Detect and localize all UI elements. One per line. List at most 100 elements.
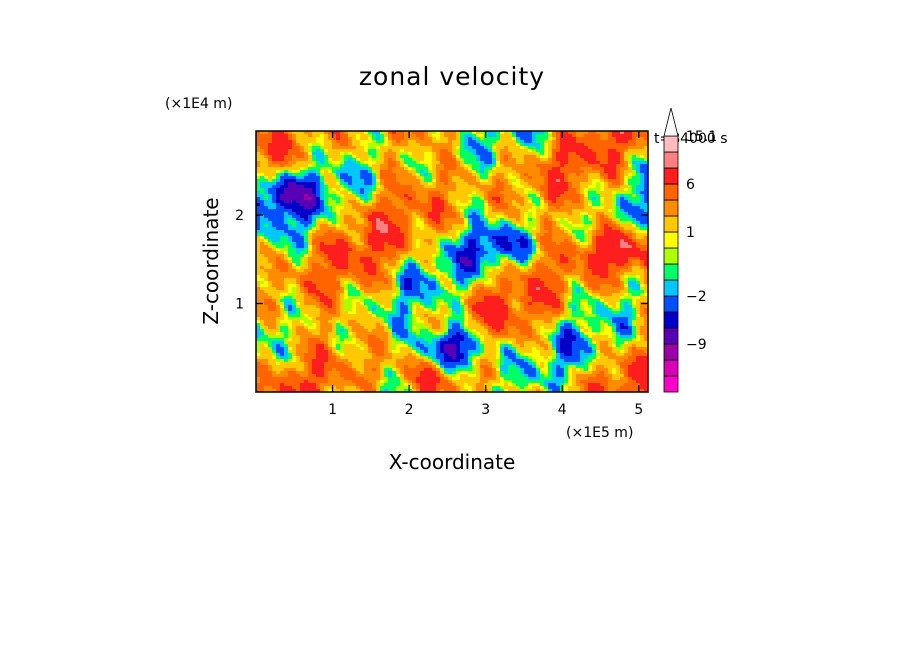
field-cell — [404, 263, 409, 267]
field-cell — [300, 149, 305, 153]
field-cell — [584, 215, 589, 219]
field-cell — [380, 149, 385, 153]
field-cell — [616, 137, 621, 141]
field-cell — [348, 269, 353, 273]
field-cell — [424, 149, 429, 153]
field-cell — [416, 164, 421, 168]
field-cell — [556, 179, 561, 183]
field-cell — [292, 257, 297, 261]
field-cell — [556, 221, 561, 225]
field-cell — [468, 179, 473, 183]
field-cell — [444, 131, 449, 135]
field-cell — [616, 182, 621, 186]
field-cell — [624, 194, 629, 198]
field-cell — [368, 185, 373, 189]
field-cell — [580, 230, 585, 234]
field-cell — [412, 215, 417, 219]
field-cell — [296, 233, 301, 237]
field-cell — [576, 221, 581, 225]
field-cell — [492, 275, 497, 279]
field-cell — [464, 146, 469, 150]
field-cell — [348, 161, 353, 165]
field-cell — [604, 185, 609, 189]
field-cell — [504, 131, 509, 135]
field-cell — [396, 275, 401, 279]
field-cell — [436, 221, 441, 225]
field-cell — [280, 278, 285, 282]
field-cell — [512, 164, 517, 168]
field-cell — [328, 197, 333, 201]
field-cell — [364, 227, 369, 231]
field-cell — [384, 236, 389, 240]
field-cell — [288, 239, 293, 243]
field-cell — [420, 197, 425, 201]
field-cell — [420, 158, 425, 162]
field-cell — [480, 155, 485, 159]
field-cell — [368, 233, 373, 237]
field-cell — [308, 170, 313, 174]
field-cell — [292, 239, 297, 243]
field-cell — [544, 254, 549, 258]
field-cell — [624, 197, 629, 201]
field-cell — [616, 227, 621, 231]
field-cell — [320, 239, 325, 243]
field-cell — [588, 245, 593, 249]
field-cell — [480, 236, 485, 240]
field-cell — [608, 272, 613, 276]
field-cell — [524, 146, 529, 150]
field-cell — [576, 200, 581, 204]
field-cell — [500, 185, 505, 189]
field-cell — [540, 176, 545, 180]
field-cell — [256, 248, 261, 252]
field-cell — [388, 149, 393, 153]
field-cell — [628, 239, 633, 243]
field-cell — [460, 197, 465, 201]
field-cell — [364, 254, 369, 258]
field-cell — [600, 266, 605, 270]
field-cell — [400, 278, 405, 282]
field-cell — [256, 179, 261, 183]
field-cell — [272, 134, 277, 138]
field-cell — [400, 266, 405, 270]
field-cell — [428, 191, 433, 195]
field-cell — [560, 272, 565, 276]
field-cell — [516, 248, 521, 252]
field-cell — [408, 152, 413, 156]
field-cell — [428, 254, 433, 258]
field-cell — [376, 200, 381, 204]
field-cell — [436, 212, 441, 216]
field-cell — [564, 212, 569, 216]
field-cell — [576, 194, 581, 198]
field-cell — [312, 269, 317, 273]
field-cell — [484, 224, 489, 228]
field-cell — [496, 149, 501, 153]
field-cell — [404, 242, 409, 246]
field-cell — [508, 260, 513, 264]
field-cell — [552, 221, 557, 225]
field-cell — [416, 167, 421, 171]
field-cell — [632, 269, 637, 273]
field-cell — [600, 173, 605, 177]
field-cell — [588, 278, 593, 282]
field-cell — [296, 152, 301, 156]
field-cell — [640, 188, 645, 192]
field-cell — [320, 134, 325, 138]
field-cell — [416, 131, 421, 135]
field-cell — [332, 155, 337, 159]
field-cell — [508, 176, 513, 180]
field-cell — [520, 215, 525, 219]
field-cell — [432, 218, 437, 222]
field-cell — [368, 206, 373, 210]
field-cell — [372, 155, 377, 159]
field-cell — [508, 275, 513, 279]
field-cell — [324, 200, 329, 204]
field-cell — [380, 188, 385, 192]
field-cell — [484, 212, 489, 216]
field-cell — [288, 197, 293, 201]
field-cell — [500, 173, 505, 177]
field-cell — [384, 176, 389, 180]
field-cell — [556, 140, 561, 144]
field-cell — [564, 191, 569, 195]
field-cell — [404, 158, 409, 162]
field-cell — [376, 146, 381, 150]
